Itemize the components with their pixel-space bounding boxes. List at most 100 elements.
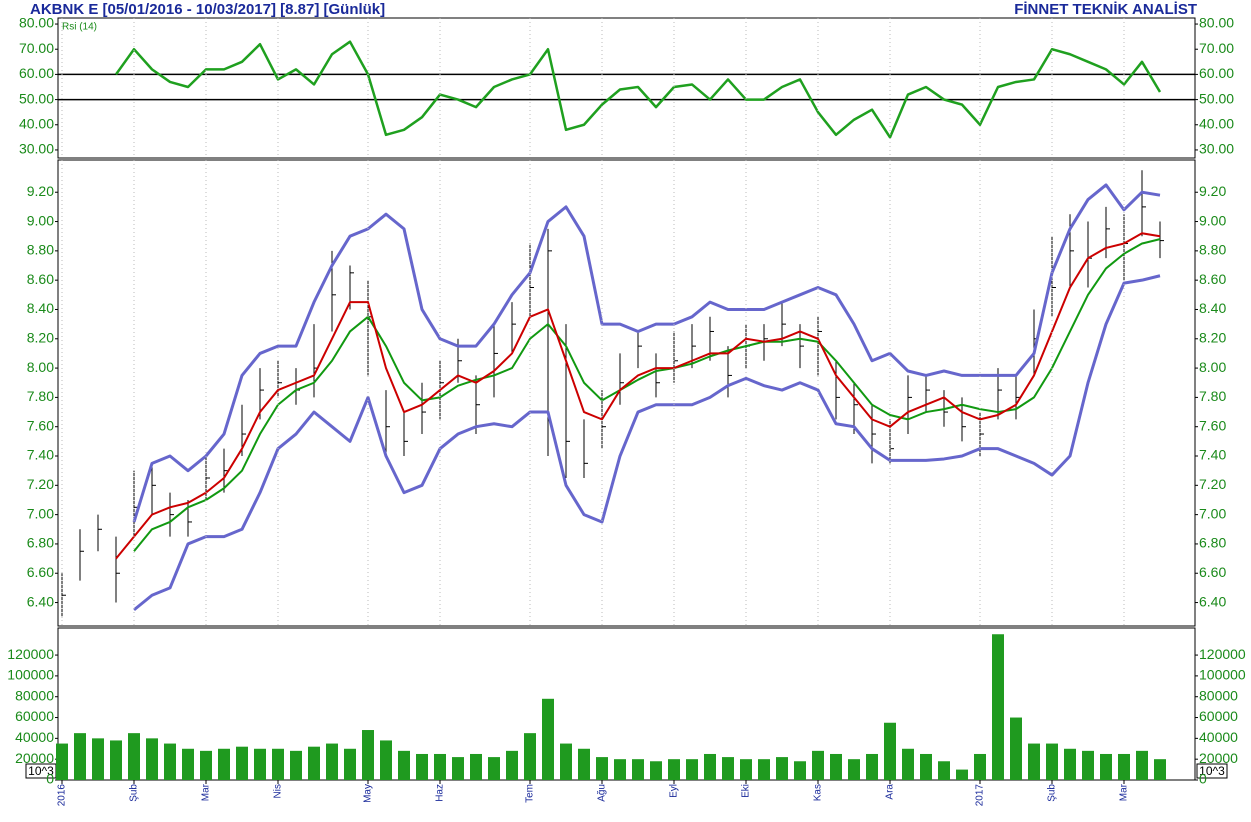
y-tick-label: 8.00 xyxy=(27,359,54,375)
y-tick-label: 9.00 xyxy=(1199,212,1226,228)
x-tick-label: Şub xyxy=(129,784,140,802)
y-tick-label: 6.80 xyxy=(1199,535,1226,551)
volume-bar xyxy=(704,753,716,780)
volume-bar xyxy=(146,738,158,780)
y-tick-label: 120000 xyxy=(7,646,54,662)
indicator-line xyxy=(133,238,1161,552)
volume-bar xyxy=(524,733,536,780)
y-tick-label: 8.20 xyxy=(1199,329,1226,345)
volume-bar xyxy=(290,750,302,780)
volume-bar xyxy=(1064,748,1076,780)
volume-bar xyxy=(614,759,626,780)
volume-bar xyxy=(56,743,68,780)
volume-bar xyxy=(110,740,122,780)
volume-bar xyxy=(848,759,860,780)
volume-bar xyxy=(776,757,788,780)
y-tick-label: 7.60 xyxy=(27,417,54,433)
y-tick-label: 9.00 xyxy=(27,212,54,228)
volume-bar xyxy=(740,759,752,780)
volume-bar xyxy=(1046,743,1058,780)
y-tick-label: 7.20 xyxy=(1199,476,1226,492)
y-tick-label: 8.20 xyxy=(27,329,54,345)
y-tick-label: 40000 xyxy=(1199,729,1238,745)
volume-bar xyxy=(200,750,212,780)
volume-bar xyxy=(1100,753,1112,780)
y-tick-label: 8.40 xyxy=(27,300,54,316)
y-tick-label: 80.00 xyxy=(19,15,54,31)
volume-bar xyxy=(596,757,608,780)
x-tick-label: Mar xyxy=(201,783,212,801)
y-tick-label: 9.20 xyxy=(27,183,54,199)
volume-bar xyxy=(974,753,986,780)
y-tick-label: 50.00 xyxy=(19,90,54,106)
volume-bar xyxy=(344,748,356,780)
volume-bar xyxy=(1028,743,1040,780)
y-tick-label: 8.80 xyxy=(27,242,54,258)
unit-box xyxy=(1196,763,1228,779)
brand: FİNNET TEKNİK ANALİST xyxy=(1014,1,1197,18)
y-tick-label: 6.40 xyxy=(1199,593,1226,609)
volume-bar xyxy=(560,743,572,780)
rsi-label: Rsi (14) xyxy=(62,22,97,33)
y-tick-label: 30.00 xyxy=(1199,141,1234,157)
volume-bar xyxy=(938,761,950,780)
volume-bar xyxy=(308,746,320,780)
y-tick-label: 40.00 xyxy=(19,115,54,131)
volume-bar xyxy=(884,722,896,780)
y-tick-label: 7.60 xyxy=(1199,417,1226,433)
volume-bar xyxy=(578,748,590,780)
y-tick-label: 40000 xyxy=(15,729,54,745)
rsi-line xyxy=(114,40,1162,139)
volume-bar xyxy=(398,750,410,780)
volume-bar xyxy=(686,759,698,780)
y-tick-label: 100000 xyxy=(1199,667,1246,683)
y-tick-label: 6.60 xyxy=(27,564,54,580)
y-tick-label: 8.80 xyxy=(1199,242,1226,258)
y-tick-label: 80000 xyxy=(1199,687,1238,703)
volume-bar xyxy=(470,753,482,780)
y-tick-label: 8.00 xyxy=(1199,359,1226,375)
y-tick-label: 20000 xyxy=(1199,750,1238,766)
y-tick-label: 80.00 xyxy=(1199,15,1234,31)
volume-bar xyxy=(128,733,140,780)
y-tick-label: 120000 xyxy=(1199,646,1246,662)
volume-panel xyxy=(57,627,1196,781)
x-tick-label: Nis xyxy=(273,784,284,798)
x-tick-label: 2017 xyxy=(975,784,986,807)
x-tick-label: Ara xyxy=(885,784,896,800)
x-tick-label: Mar xyxy=(1119,783,1130,801)
chart-title: AKBNK E [05/01/2016 - 10/03/2017] [8.87]… xyxy=(30,1,385,18)
volume-bar xyxy=(452,757,464,780)
y-tick-label: 20000 xyxy=(15,750,54,766)
y-tick-label: 7.40 xyxy=(1199,447,1226,463)
x-tick-label: Tem xyxy=(525,784,536,803)
volume-bar xyxy=(1118,753,1130,780)
x-tick-label: 2016 xyxy=(57,784,68,807)
y-tick-label: 80000 xyxy=(15,687,54,703)
volume-bar xyxy=(488,757,500,780)
volume-bar xyxy=(182,748,194,780)
y-tick-label: 6.80 xyxy=(27,535,54,551)
volume-bar xyxy=(434,753,446,780)
volume-bar xyxy=(254,748,266,780)
y-tick-label: 40.00 xyxy=(1199,115,1234,131)
volume-bar xyxy=(992,634,1004,780)
volume-bar xyxy=(272,748,284,780)
indicator-line xyxy=(133,274,1161,612)
y-tick-label: 60000 xyxy=(1199,708,1238,724)
volume-bar xyxy=(92,738,104,780)
y-tick-label: 60000 xyxy=(15,708,54,724)
y-tick-label: 7.20 xyxy=(27,476,54,492)
indicator-line xyxy=(132,183,1161,523)
volume-bar xyxy=(650,761,662,780)
y-tick-label: 7.80 xyxy=(1199,388,1226,404)
volume-bar xyxy=(722,757,734,780)
y-tick-label: 7.00 xyxy=(1199,505,1226,521)
y-tick-label: 60.00 xyxy=(1199,65,1234,81)
volume-bar xyxy=(326,743,338,780)
y-tick-label: 0 xyxy=(46,771,54,787)
y-tick-label: 8.40 xyxy=(1199,300,1226,316)
y-tick-label: 70.00 xyxy=(19,40,54,56)
x-tick-label: May xyxy=(363,784,374,803)
